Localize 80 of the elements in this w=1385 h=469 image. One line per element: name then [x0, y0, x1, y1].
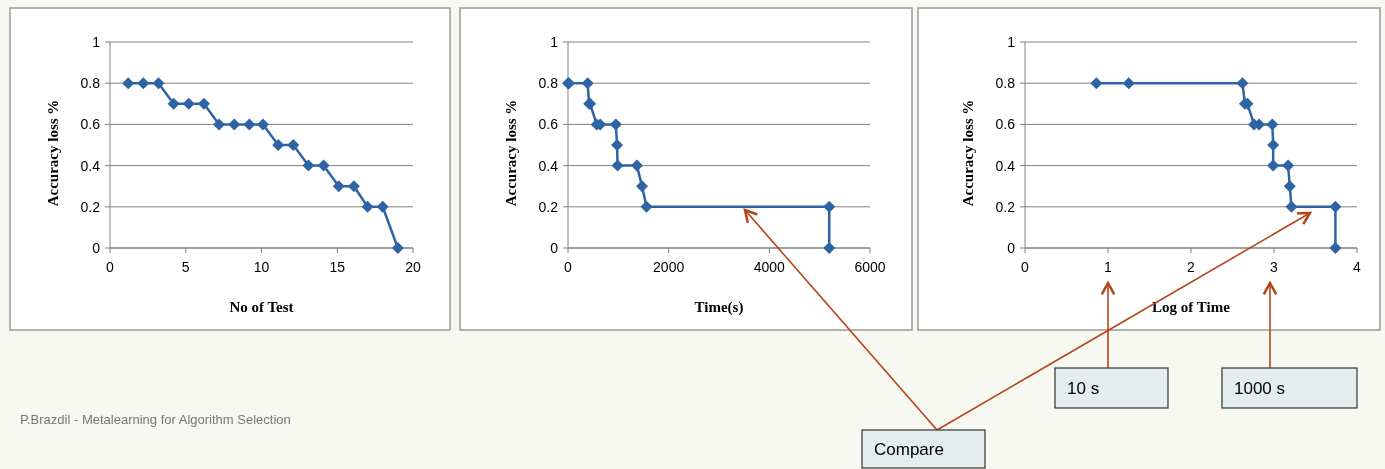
point: [1090, 77, 1103, 90]
x-tick-label: 0: [106, 259, 115, 275]
y-tick-label: 0.4: [538, 157, 559, 174]
point: [630, 159, 643, 172]
point: [197, 97, 210, 110]
x-tick-label: 0: [1021, 259, 1030, 275]
x-tick-label: 3: [1270, 259, 1279, 275]
x-tick-label: 6000: [854, 259, 886, 275]
text: 1000 s: [1234, 378, 1286, 398]
y-axis-title: Accuracy loss %: [960, 99, 976, 207]
y-tick-label: 1: [1007, 33, 1016, 50]
y-tick-label: 0.6: [995, 116, 1016, 133]
y-tick-label: 0.8: [80, 75, 101, 92]
y-tick-label: 0.4: [80, 157, 101, 174]
point: [611, 139, 624, 151]
x-tick-label: 0: [564, 259, 573, 275]
point: [317, 159, 330, 172]
point: [1282, 159, 1295, 172]
x-axis-title: Log of Time: [1152, 299, 1231, 315]
x-tick-label: 1: [1104, 259, 1113, 275]
y-tick-label: 0.8: [995, 75, 1016, 92]
point: [1266, 118, 1279, 131]
point: [823, 200, 836, 213]
y-tick-label: 0: [1007, 239, 1016, 256]
y-tick-label: 0: [550, 239, 559, 256]
point: [361, 200, 374, 213]
y-tick-label: 0: [92, 239, 101, 256]
text: Compare: [874, 439, 944, 459]
point: [182, 97, 195, 110]
x-tick-label: 2: [1187, 259, 1196, 275]
point: [152, 77, 165, 90]
point: [332, 180, 345, 193]
point: [376, 200, 389, 213]
point: [609, 118, 622, 131]
point: [257, 118, 270, 131]
point: [635, 180, 648, 193]
x-tick-label: 2000: [653, 259, 685, 275]
point: [1267, 159, 1280, 172]
point: [1329, 242, 1342, 254]
point: [391, 242, 404, 254]
y-tick-label: 0.2: [538, 198, 559, 215]
y-tick-label: 0.2: [80, 198, 101, 215]
point: [213, 118, 226, 131]
x-tick-label: 4000: [753, 259, 786, 275]
y-tick-label: 0.6: [538, 116, 559, 133]
x-tick-label: 10: [253, 259, 270, 275]
text: P.Brazdil - Metalearning for Algorithm Selection: [20, 412, 291, 427]
point: [1236, 77, 1249, 90]
y-axis-title: Accuracy loss %: [503, 99, 519, 207]
point: [1283, 180, 1296, 193]
y-axis-title: Accuracy loss %: [45, 99, 61, 207]
point: [228, 118, 241, 131]
point: [302, 159, 315, 172]
y-tick-label: 0.4: [995, 157, 1016, 174]
x-axis-title: No of Test: [229, 299, 294, 315]
point: [167, 97, 180, 110]
point: [1267, 139, 1280, 151]
x-axis-title: Time(s): [694, 299, 744, 316]
point: [137, 77, 150, 90]
y-tick-label: 0.2: [995, 198, 1016, 215]
x-tick-label: 5: [181, 259, 190, 275]
point: [640, 200, 653, 213]
point: [347, 180, 360, 193]
point: [122, 77, 135, 90]
x-tick-label: 15: [329, 259, 346, 275]
y-tick-label: 0.6: [80, 116, 101, 133]
y-tick-label: 1: [92, 33, 101, 50]
point: [581, 77, 594, 90]
point: [1122, 77, 1135, 90]
y-tick-label: 1: [550, 33, 559, 50]
text: 10 s: [1067, 378, 1100, 398]
x-tick-label: 4: [1353, 259, 1362, 275]
y-tick-label: 0.8: [538, 75, 559, 92]
point: [243, 118, 256, 131]
point: [611, 159, 624, 172]
point: [1285, 200, 1298, 213]
point: [823, 242, 836, 254]
point: [1329, 200, 1342, 213]
x-tick-label: 20: [405, 259, 421, 275]
point: [287, 139, 300, 151]
